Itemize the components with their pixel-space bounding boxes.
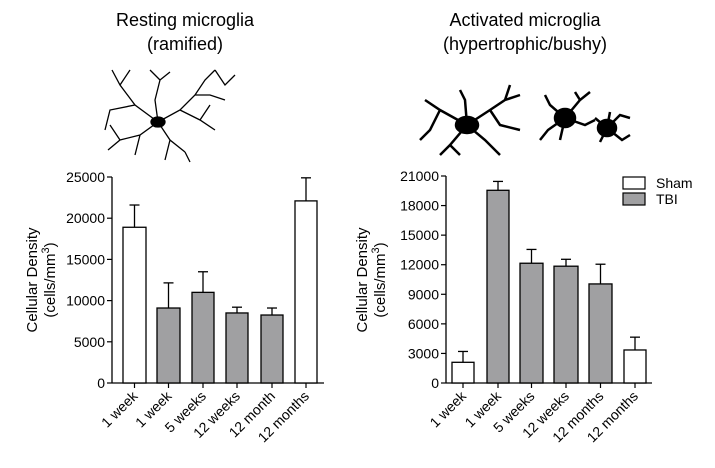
bar-tbi [486, 189, 510, 384]
legend-label-sham: Sham [656, 175, 693, 191]
y-tick-label: 15000 [400, 227, 439, 243]
y-tick-label: 0 [97, 375, 105, 391]
bar-sham [451, 361, 475, 384]
left-title: Resting microglia (ramified) [75, 8, 295, 56]
y-tick-label: 5000 [74, 334, 105, 350]
x-tick-label: 1 week [426, 387, 469, 430]
right-title: Activated microglia (hypertrophic/bushy) [400, 8, 650, 56]
bar-sham [122, 226, 147, 384]
bar-tbi [260, 314, 284, 384]
y-tick-label: 25000 [66, 169, 105, 185]
bar-tbi [156, 307, 181, 384]
y-tick-label: 20000 [66, 210, 105, 226]
bar-sham [294, 200, 318, 384]
legend-swatch-sham [622, 176, 646, 190]
y-tick-label: 0 [431, 375, 439, 391]
y-tick-label: 10000 [66, 293, 105, 309]
y-tick-label: 6000 [408, 316, 439, 332]
bar-tbi [519, 262, 544, 384]
bar-tbi [191, 291, 215, 384]
y-axis-units: (cells/mm3) [370, 242, 389, 317]
y-axis-units: (cells/mm3) [40, 242, 59, 317]
bar-tbi [553, 265, 579, 384]
y-axis-label: Cellular Density [354, 227, 371, 333]
right-title-main: Activated microglia [449, 10, 601, 30]
y-tick-label: 3000 [408, 345, 439, 361]
x-tick-label: 1 week [98, 387, 141, 430]
chart-activated: 0 3000 6000 9000 12000 15000 18000 21000 Cellula… [354, 168, 693, 445]
right-title-sub: (hypertrophic/bushy) [442, 34, 608, 54]
y-tick-label: 21000 [400, 168, 439, 184]
legend-label-tbi: TBI [656, 191, 678, 207]
bar-sham [623, 349, 647, 384]
bar-tbi [588, 283, 613, 384]
legend-swatch-tbi [622, 192, 646, 206]
y-tick-label: 15000 [66, 251, 105, 267]
y-axis-label: Cellular Density [24, 227, 41, 333]
left-title-main: Resting microglia [115, 10, 255, 30]
y-tick-label: 9000 [408, 286, 439, 302]
y-tick-label: 12000 [400, 257, 439, 273]
bushy-microglia-drawing [419, 84, 631, 156]
ramified-microglia-drawing [104, 69, 236, 163]
bar-tbi [225, 312, 249, 384]
chart-resting: 0 5000 10000 15000 20000 25000 Cellular Densit… [24, 169, 324, 445]
left-title-sub: (ramified) [146, 34, 223, 54]
y-tick-label: 18000 [400, 198, 439, 214]
